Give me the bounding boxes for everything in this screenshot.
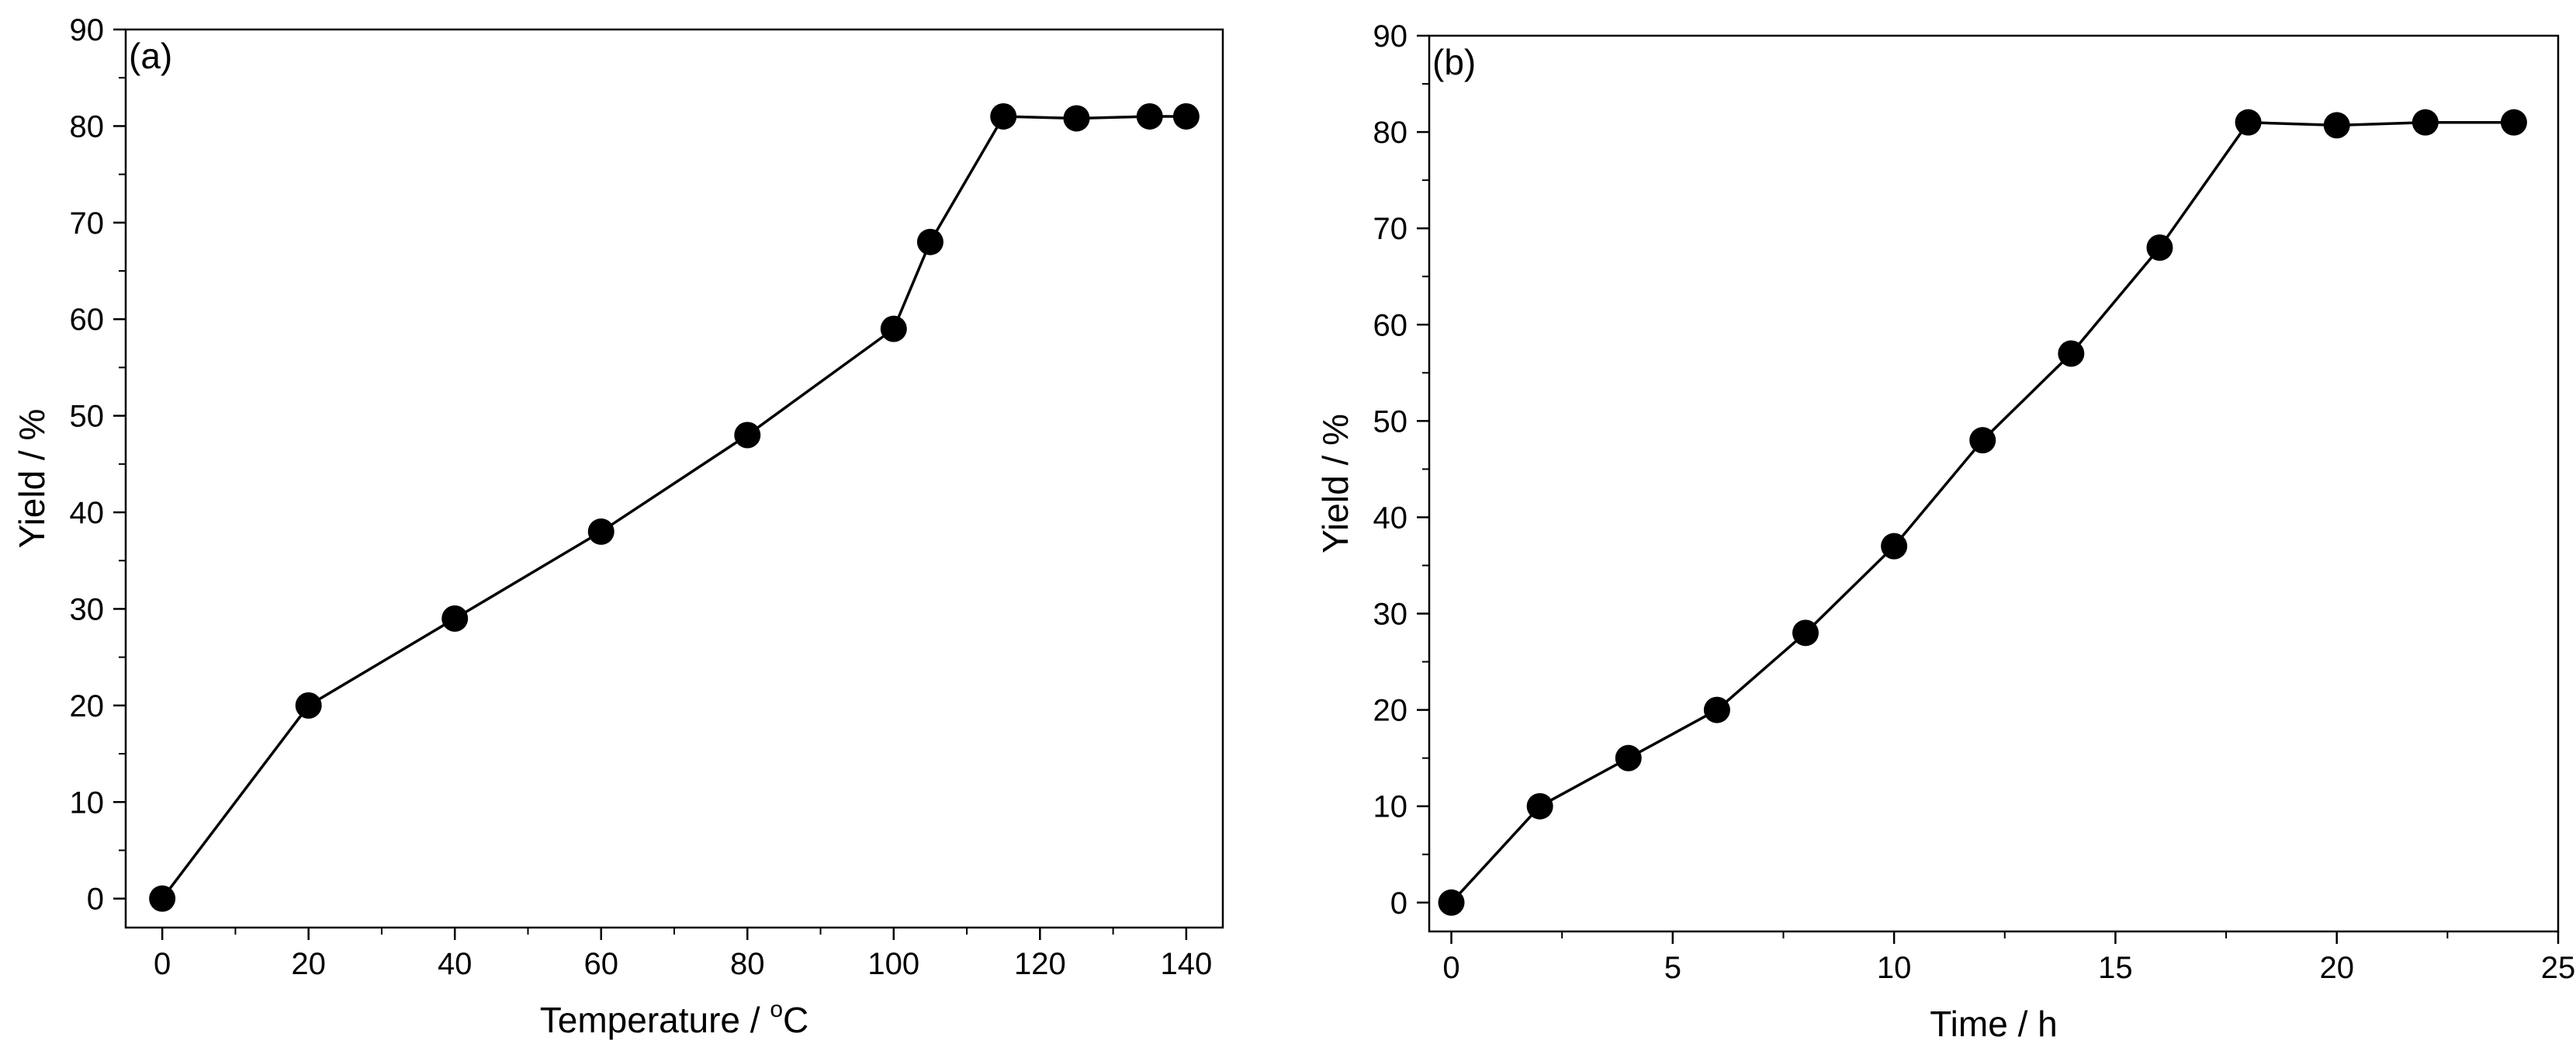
y-tick-label: 20: [70, 689, 105, 723]
data-point: [2235, 109, 2262, 136]
y-tick-label: 0: [87, 883, 104, 917]
data-point: [1526, 793, 1553, 820]
data-point: [1172, 102, 1200, 130]
y-tick-label: 60: [1373, 308, 1408, 342]
y-tick-label: 50: [70, 400, 105, 434]
y-tick-label: 90: [1373, 19, 1408, 54]
panel-label: (a): [129, 36, 172, 76]
y-tick-label: 0: [1390, 886, 1407, 921]
data-point: [880, 315, 907, 342]
y-tick-label: 70: [1373, 212, 1408, 246]
y-tick-label: 30: [1373, 598, 1408, 632]
panel-label: (b): [1432, 42, 1476, 82]
x-tick-label: 100: [867, 947, 919, 981]
y-tick-label: 10: [1373, 790, 1408, 824]
data-point: [1438, 889, 1465, 916]
x-tick-label: 60: [583, 947, 618, 981]
data-point: [295, 692, 322, 719]
data-point: [2500, 109, 2527, 136]
data-point: [2146, 234, 2173, 261]
x-tick-label: 40: [438, 947, 473, 981]
y-tick-label: 80: [70, 109, 105, 144]
chart-panel-a: 0 20 40 60 80 100 120 140 0 10 20 30 40 50 60 70 80 90 Yie…: [12, 13, 1224, 1040]
data-point: [1063, 105, 1090, 132]
data-point: [2412, 109, 2439, 136]
data-point: [990, 102, 1017, 130]
plot-frame: [1428, 34, 2560, 933]
x-tick-label: 20: [2319, 951, 2354, 985]
plot-frame: [124, 28, 1224, 929]
x-axis-label-text: Temperature /: [540, 1000, 770, 1040]
x-tick-label: 80: [730, 947, 765, 981]
x-axis-label-degree: o: [770, 997, 783, 1022]
y-tick-label: 60: [70, 303, 105, 337]
x-tick-label: 120: [1014, 947, 1066, 981]
x-tick-label: 25: [2541, 951, 2576, 985]
x-tick-label: 0: [1442, 951, 1459, 985]
data-point: [1969, 427, 1996, 454]
series-line: [1450, 120, 2514, 904]
data-point: [916, 228, 943, 255]
y-axis-label: Yield / %: [1315, 414, 1356, 553]
data-point: [587, 518, 615, 545]
y-tick-label: 50: [1373, 404, 1408, 439]
series-line: [161, 115, 1186, 900]
y-tick-label: 30: [70, 592, 105, 626]
data-point: [2058, 340, 2085, 367]
y-axis-label: Yield / %: [12, 409, 52, 549]
data-point: [149, 885, 176, 912]
x-tick-label: 0: [154, 947, 171, 981]
data-point: [1703, 696, 1730, 723]
x-axis-label: Temperature / oC: [540, 997, 809, 1040]
data-point: [1136, 102, 1163, 130]
data-point: [441, 605, 469, 632]
y-tick-label: 90: [70, 13, 105, 47]
y-tick-label: 40: [1373, 501, 1408, 535]
x-tick-label: 140: [1160, 947, 1212, 981]
data-point: [2323, 112, 2350, 139]
y-tick-label: 20: [1373, 694, 1408, 728]
x-axis-label: Time / h: [1930, 1004, 2057, 1044]
x-tick-label: 15: [2098, 951, 2133, 985]
x-tick-label: 10: [1877, 951, 1912, 985]
data-point: [1881, 532, 1908, 560]
data-point: [734, 421, 761, 449]
data-point: [1792, 619, 1819, 647]
y-tick-label: 40: [70, 496, 105, 530]
x-tick-label: 5: [1664, 951, 1681, 985]
y-tick-label: 80: [1373, 116, 1408, 150]
data-point: [1615, 744, 1642, 772]
y-tick-label: 10: [70, 786, 105, 820]
chart-panel-b: 0 5 10 15 20 25 0 10 20 30 40 50 60 70 80 90 Yield / % Ti…: [1315, 19, 2575, 1044]
x-axis-label-unit: C: [783, 1000, 808, 1040]
y-tick-label: 70: [70, 206, 105, 241]
x-tick-label: 20: [291, 947, 326, 981]
